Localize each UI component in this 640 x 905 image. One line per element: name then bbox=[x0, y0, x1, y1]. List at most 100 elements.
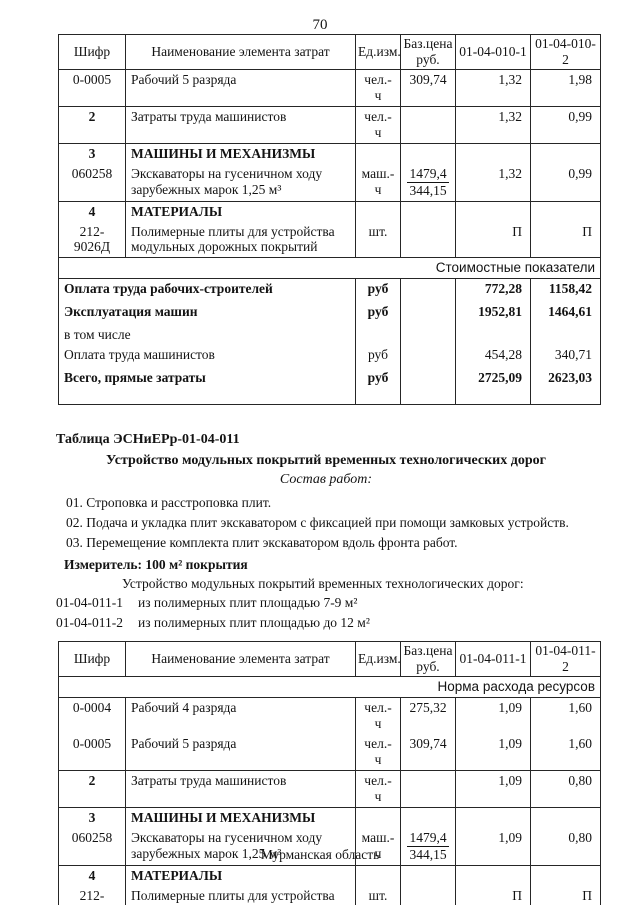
cell-value-2: 0,80 bbox=[530, 827, 601, 866]
header-col-011-2: 01-04-011-2 bbox=[530, 641, 601, 678]
cell-value-1: 1,09 bbox=[455, 827, 531, 866]
section-011: Таблица ЭСНиЕРр-01-04-011 Устройство мод… bbox=[56, 432, 596, 632]
region-footer: Мурманская область bbox=[260, 847, 380, 862]
cell-value-1: 1,09 bbox=[455, 733, 531, 771]
cell-name: Рабочий 5 разряда bbox=[125, 733, 356, 771]
cell-base: 275,32 bbox=[400, 697, 456, 734]
table-row: 060258 Экскаваторы на гусеничном ходу за… bbox=[58, 163, 601, 202]
cell-base-fraction: 1479,4 344,15 bbox=[400, 163, 456, 202]
variant-line: 01-04-011-1 из полимерных плит площадью 7… bbox=[56, 593, 596, 613]
cell-name: Рабочий 4 разряда bbox=[125, 697, 356, 734]
cell-value-1: 1,32 bbox=[455, 163, 531, 202]
work-item: 02. Подача и укладка плит экскаватором с… bbox=[66, 515, 569, 531]
section-row-machines: 3 МАШИНЫ И МЕХАНИЗМЫ bbox=[58, 807, 601, 828]
cell-value-2: 1,60 bbox=[530, 697, 601, 734]
header-unit: Ед.изм. bbox=[355, 34, 401, 70]
norm-label: Норма расхода ресурсов bbox=[58, 676, 601, 699]
cell-name: Экскаваторы на гусеничном ходу зарубежны… bbox=[125, 827, 356, 866]
cell-value-2: 0,80 bbox=[530, 770, 601, 808]
cell-code: 4 bbox=[58, 865, 126, 886]
norm-label-row: Норма расхода ресурсов bbox=[58, 676, 601, 699]
cell-code: 212-9026Д bbox=[58, 885, 126, 905]
cell-code: 212-9026Д bbox=[58, 221, 126, 259]
table-010-header-row: Шифр Наименование элемента затрат Ед.изм… bbox=[58, 34, 601, 70]
cost-value-1: 454,28 bbox=[455, 345, 531, 369]
table-011-header-row: Шифр Наименование элемента затрат Ед.изм… bbox=[58, 641, 601, 678]
cell-code: 2 bbox=[58, 106, 126, 144]
cell-unit: чел.-ч bbox=[355, 770, 401, 808]
table-row: 0-0005 Рабочий 5 разряда чел.-ч 309,74 1… bbox=[58, 733, 601, 771]
header-name: Наименование элемента затрат bbox=[125, 641, 356, 678]
fraction-denominator: 344,15 bbox=[409, 182, 447, 198]
variant-desc: из полимерных плит площадью до 12 м² bbox=[138, 614, 370, 630]
table-row: 2 Затраты труда машинистов чел.-ч 1,09 0… bbox=[58, 770, 601, 808]
cost-indicators-label-row: Стоимостные показатели bbox=[58, 257, 601, 280]
cost-row-total: Всего, прямые затраты руб 2725,09 2623,0… bbox=[59, 368, 601, 392]
table-row: 212-9026Д Полимерные плиты для устройств… bbox=[58, 221, 601, 259]
cell-unit: шт. bbox=[355, 221, 401, 259]
cell-section-name: МАШИНЫ И МЕХАНИЗМЫ bbox=[125, 143, 356, 164]
cost-label: в том числе bbox=[64, 327, 131, 343]
fraction-numerator: 1479,4 bbox=[407, 165, 449, 183]
fraction-numerator: 1479,4 bbox=[407, 829, 449, 847]
cell-value-1: 1,32 bbox=[455, 106, 531, 144]
cell-name: Затраты труда машинистов bbox=[125, 106, 356, 144]
cell-unit: чел.-ч bbox=[355, 733, 401, 771]
header-col-010-1: 01-04-010-1 bbox=[455, 34, 531, 70]
table-label: Таблица ЭСНиЕРр-01-04-011 bbox=[56, 432, 240, 448]
header-col-010-2: 01-04-010-2 bbox=[530, 34, 601, 70]
cell-code: 4 bbox=[58, 201, 126, 222]
cell-unit: чел.-ч bbox=[355, 106, 401, 144]
table-row: 2 Затраты труда машинистов чел.-ч 1,32 0… bbox=[58, 106, 601, 144]
variants-intro: Устройство модульных покрытий временных … bbox=[122, 576, 524, 592]
cell-value-1: 1,09 bbox=[455, 770, 531, 808]
cost-value-1: 2725,09 bbox=[455, 368, 531, 392]
section-row-materials: 4 МАТЕРИАЛЫ bbox=[58, 865, 601, 886]
cell-value-2: 1,98 bbox=[530, 69, 601, 107]
works-caption: Состав работ: bbox=[279, 472, 373, 488]
cell-value-2: 0,99 bbox=[530, 163, 601, 202]
cell-name: Полимерные плиты для устройства модульны… bbox=[125, 221, 356, 259]
header-col-011-1: 01-04-011-1 bbox=[455, 641, 531, 678]
cost-row: Оплата труда рабочих-строителей руб 772,… bbox=[59, 278, 601, 303]
cell-base-empty bbox=[400, 106, 456, 144]
cell-value-1: П bbox=[455, 221, 531, 259]
cost-unit: руб bbox=[355, 345, 401, 369]
cost-value-1: 772,28 bbox=[455, 278, 531, 303]
cost-label: Всего, прямые затраты bbox=[64, 370, 206, 386]
cell-code: 060258 bbox=[58, 827, 126, 866]
cost-label: Оплата труда машинистов bbox=[64, 347, 215, 363]
cell-value-1: П bbox=[455, 885, 531, 905]
cost-row: в том числе bbox=[59, 325, 601, 346]
cell-unit: шт. bbox=[355, 885, 401, 905]
cell-code: 2 bbox=[58, 770, 126, 808]
table-011: Шифр Наименование элемента затрат Ед.изм… bbox=[58, 641, 601, 905]
section-title: Устройство модульных покрытий временных … bbox=[106, 453, 546, 469]
cell-code: 3 bbox=[58, 143, 126, 164]
variant-code: 01-04-011-2 bbox=[56, 614, 123, 630]
cell-name: Рабочий 5 разряда bbox=[125, 69, 356, 107]
cell-section-name: МАТЕРИАЛЫ bbox=[125, 201, 356, 222]
cell-code: 0-0005 bbox=[58, 733, 126, 771]
cell-unit: маш.-ч bbox=[355, 163, 401, 202]
header-code: Шифр bbox=[58, 34, 126, 70]
work-item: 01. Строповка и расстроповка плит. bbox=[66, 495, 272, 511]
header-unit: Ед.изм. bbox=[355, 641, 401, 678]
cell-base: 309,74 bbox=[400, 733, 456, 771]
variant-desc: из полимерных плит площадью 7-9 м² bbox=[138, 595, 358, 611]
cell-value-2: П bbox=[530, 885, 601, 905]
table-row: 0-0005 Рабочий 5 разряда чел.-ч 309,74 1… bbox=[58, 69, 601, 107]
cell-name: Затраты труда машинистов bbox=[125, 770, 356, 808]
work-item: 03. Перемещение комплекта плит экскавато… bbox=[66, 535, 458, 551]
cell-value-2: 0,99 bbox=[530, 106, 601, 144]
header-base-price: Баз.цена руб. bbox=[400, 34, 456, 70]
cost-label: Оплата труда рабочих-строителей bbox=[64, 281, 273, 297]
cost-value-2: 2623,03 bbox=[530, 368, 601, 392]
cost-value-2: 1464,61 bbox=[530, 302, 601, 326]
padding-row bbox=[59, 391, 601, 405]
header-base-price: Баз.цена руб. bbox=[400, 641, 456, 678]
variant-line: 01-04-011-2 из полимерных плит площадью д… bbox=[56, 613, 596, 633]
table-010: Шифр Наименование элемента затрат Ед.изм… bbox=[58, 34, 601, 406]
cell-code: 0-0004 bbox=[58, 697, 126, 734]
cost-unit: руб bbox=[355, 368, 401, 392]
